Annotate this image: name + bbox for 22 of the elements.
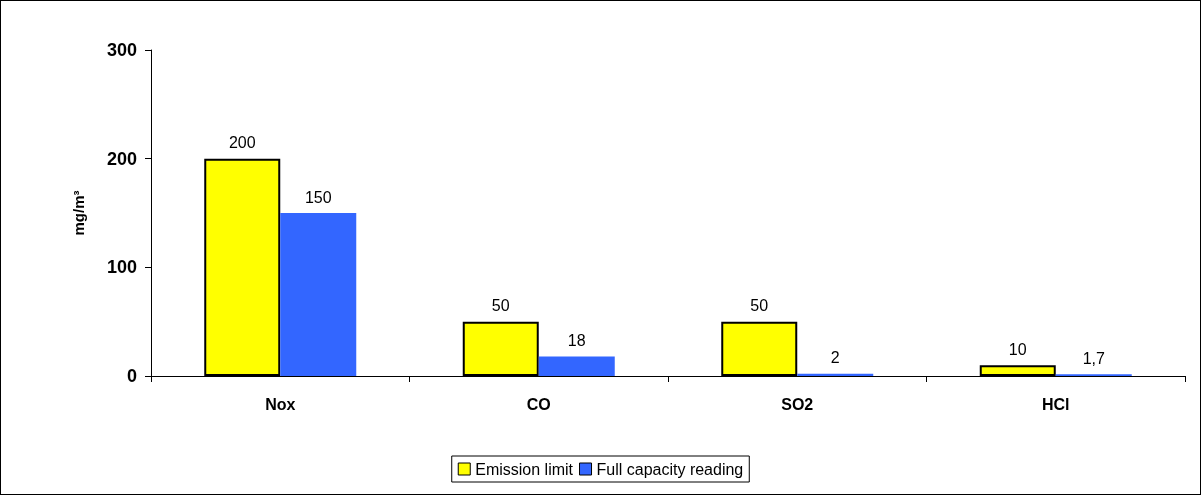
data-label: 10	[1008, 340, 1027, 358]
data-label: 50	[491, 297, 510, 315]
data-label: 200	[228, 134, 256, 152]
bar	[280, 213, 357, 376]
data-label: 1,7	[1082, 349, 1105, 367]
x-tick-label: HCl	[1041, 395, 1070, 413]
y-tick-label: 100	[106, 257, 137, 278]
x-tick-label: CO	[526, 395, 551, 413]
x-tick-label: SO2	[781, 395, 814, 413]
data-label: 50	[750, 297, 769, 315]
legend-label: Emission limit	[475, 460, 574, 478]
bar	[538, 356, 615, 376]
y-tick-label: 300	[106, 40, 137, 60]
y-axis-title: mg/m³	[70, 190, 87, 236]
y-tick-label: 0	[126, 366, 137, 386]
bar	[797, 373, 874, 376]
data-label: 150	[304, 188, 332, 206]
y-tick-label: 200	[106, 148, 137, 169]
data-label: 18	[567, 331, 586, 349]
legend-label: Full capacity reading	[596, 460, 744, 478]
data-label: 2	[830, 349, 840, 367]
x-tick-label: Nox	[265, 395, 296, 413]
